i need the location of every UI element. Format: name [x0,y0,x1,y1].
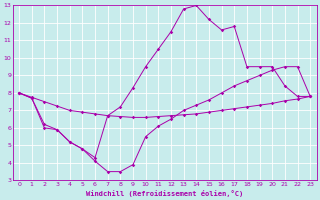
X-axis label: Windchill (Refroidissement éolien,°C): Windchill (Refroidissement éolien,°C) [86,190,243,197]
